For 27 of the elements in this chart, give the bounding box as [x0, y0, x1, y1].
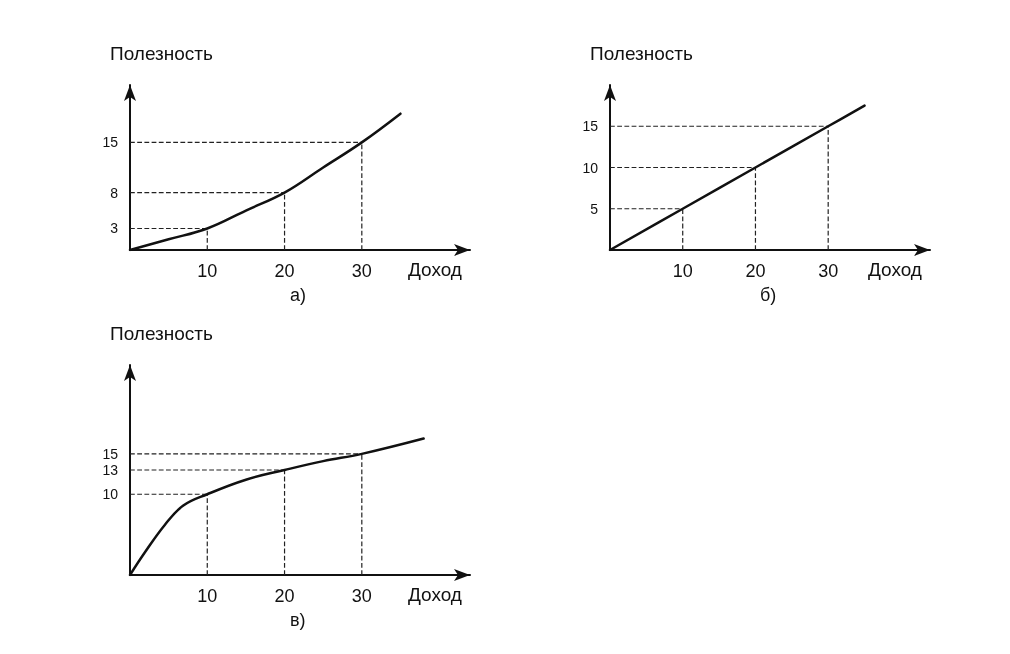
y-axis-title: Полезность: [590, 43, 694, 64]
y-tick-label: 10: [102, 486, 119, 503]
x-tick-label: 10: [197, 586, 218, 606]
y-tick-label: 15: [582, 118, 599, 135]
x-tick-label: 30: [351, 586, 372, 606]
y-tick-label: 10: [582, 159, 599, 176]
x-tick-label: 30: [818, 261, 839, 281]
y-tick-label: 15: [102, 445, 119, 462]
y-tick-label: 5: [590, 200, 599, 217]
x-tick-label: 20: [274, 261, 295, 281]
x-tick-label: 20: [274, 586, 295, 606]
y-tick-label: 3: [110, 220, 119, 237]
text: а): [290, 285, 307, 305]
x-tick-label: 30: [351, 261, 372, 281]
x-axis-title: Доход: [408, 259, 462, 280]
x-tick-label: 10: [672, 261, 693, 281]
x-tick-label: 20: [745, 261, 766, 281]
y-tick-label: 15: [102, 134, 119, 151]
x-axis-title: Доход: [868, 259, 922, 280]
x-axis-title: Доход: [408, 584, 462, 605]
x-tick-label: 10: [197, 261, 218, 281]
y-tick-label: 13: [102, 462, 119, 478]
text: в): [290, 610, 306, 630]
y-axis-title: Полезность: [110, 43, 214, 64]
y-axis-title: Полезность: [110, 323, 214, 344]
y-tick-label: 8: [110, 184, 119, 201]
text: б): [760, 285, 777, 305]
